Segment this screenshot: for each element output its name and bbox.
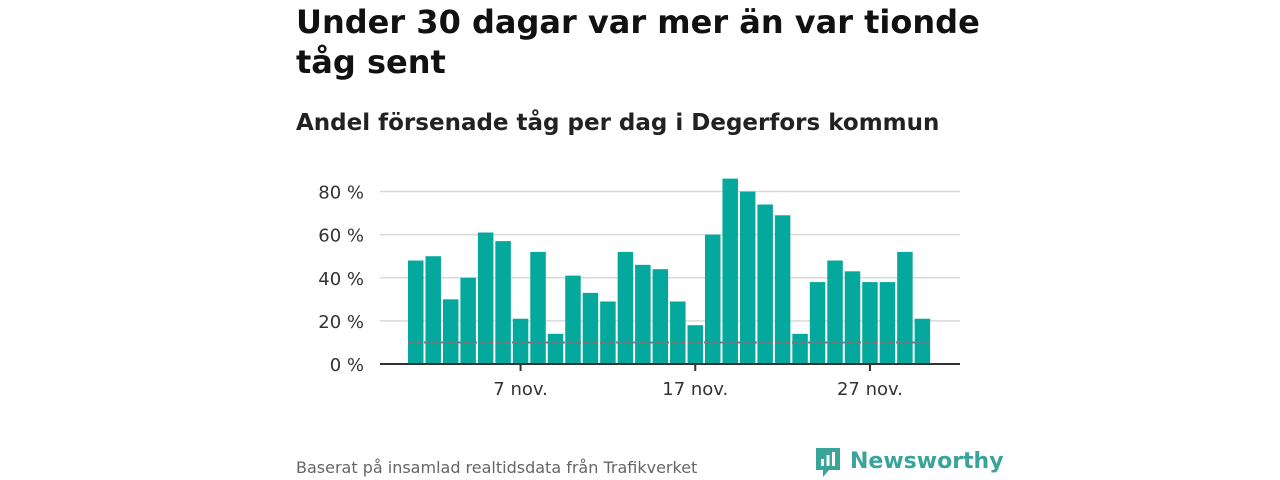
bar: 23 nov.: 14 % xyxy=(792,333,808,364)
bar: 21 nov.: 74 % xyxy=(757,204,773,364)
bar: 8 nov.: 52 % xyxy=(530,251,546,364)
bar: 19 nov.: 86 % xyxy=(722,178,738,364)
newsworthy-logo: Newsworthy xyxy=(814,446,1004,478)
y-tick-label: 80 % xyxy=(318,183,364,204)
y-tick-label: 20 % xyxy=(318,312,364,333)
bar: 16 nov.: 29 % xyxy=(670,301,686,364)
bar: 2 nov.: 50 % xyxy=(425,256,441,364)
bar: 26 nov.: 43 % xyxy=(844,271,861,364)
x-tick-label: 17 nov. xyxy=(662,379,728,400)
y-tick-label: 40 % xyxy=(318,269,364,290)
bar: 30 nov.: 21 % xyxy=(914,318,931,364)
bar: 4 nov.: 40 % xyxy=(460,277,476,364)
bar: 29 nov.: 52 % xyxy=(897,251,913,364)
bar: 27 nov.: 38 % xyxy=(862,282,878,364)
chart-title: Under 30 dagar var mer än var tionde tåg… xyxy=(296,3,980,81)
chart-subtitle: Andel försenade tåg per dag i Degerfors … xyxy=(296,110,940,136)
bar: 24 nov.: 38 % xyxy=(809,282,826,364)
bar: 17 nov.: 18 % xyxy=(687,325,704,364)
bar: 10 nov.: 41 % xyxy=(565,275,581,364)
x-tick-label: 7 nov. xyxy=(493,379,548,400)
bar: 18 nov.: 60 % xyxy=(704,234,721,364)
source-note: Baserat på insamlad realtidsdata från Tr… xyxy=(296,458,698,477)
y-tick-label: 60 % xyxy=(318,226,364,247)
bar: 11 nov.: 33 % xyxy=(582,292,599,364)
brand-name: Newsworthy xyxy=(850,449,1004,474)
y-tick-label: 0 % xyxy=(330,355,364,376)
bar: 14 nov.: 46 % xyxy=(635,264,651,364)
bars: 1 nov.: 48 %2 nov.: 50 %3 nov.: 30 %4 no… xyxy=(408,178,931,364)
bar: 9 nov.: 14 % xyxy=(547,333,564,364)
bar: 20 nov.: 80 % xyxy=(739,191,756,364)
bar: 13 nov.: 52 % xyxy=(617,251,634,364)
newsworthy-logo-icon xyxy=(816,448,840,477)
bar: 28 nov.: 38 % xyxy=(879,282,896,364)
bar: 22 nov.: 69 % xyxy=(774,215,791,364)
x-axis-labels: 7 nov. 17 nov. 27 nov. xyxy=(493,379,903,400)
bar: 1 nov.: 48 % xyxy=(408,260,424,364)
bar: 15 nov.: 44 % xyxy=(652,269,669,364)
x-tick-label: 27 nov. xyxy=(837,379,903,400)
bar: 25 nov.: 48 % xyxy=(827,260,843,364)
bar: 6 nov.: 57 % xyxy=(495,241,511,364)
y-axis-labels: 0 % 20 % 40 % 60 % 80 % xyxy=(318,183,364,376)
bar: 5 nov.: 61 % xyxy=(477,232,494,364)
bar: 3 nov.: 30 % xyxy=(442,299,459,364)
bar: 7 nov.: 21 % xyxy=(512,318,529,364)
bar: 12 nov.: 29 % xyxy=(600,301,616,364)
x-axis xyxy=(380,363,960,371)
